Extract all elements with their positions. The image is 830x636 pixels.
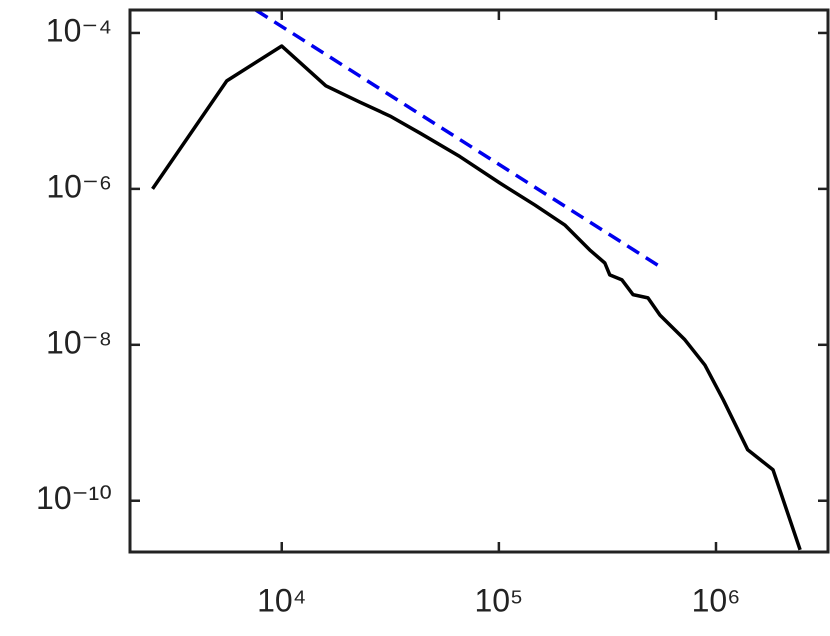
plot-frame xyxy=(128,8,830,554)
x-tick-label: 10⁵ xyxy=(474,582,523,618)
y-tick-label: 10⁻⁸ xyxy=(46,324,112,360)
x-tick-label: 10⁴ xyxy=(257,582,306,618)
y-tick-label: 10⁻⁴ xyxy=(46,12,112,48)
x-tick-label: 10⁶ xyxy=(692,582,741,618)
y-tick-label: 10⁻¹⁰ xyxy=(36,480,112,516)
y-tick-label: 10⁻⁶ xyxy=(46,168,112,204)
series-line xyxy=(254,8,663,270)
series-line xyxy=(151,44,802,551)
